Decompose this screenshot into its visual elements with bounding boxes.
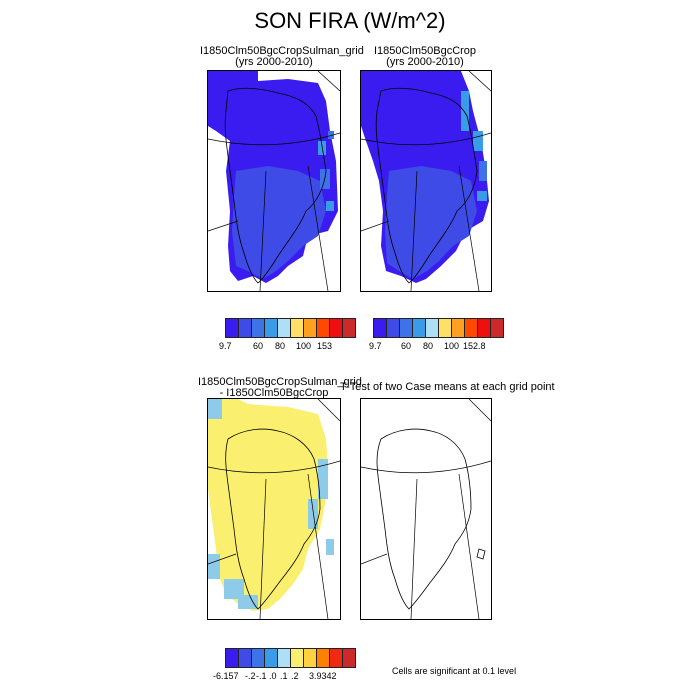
map-panel-1 — [207, 70, 341, 292]
coastline — [225, 428, 321, 610]
panel-4-title: T-Test of two Case means at each grid po… — [340, 381, 555, 393]
cb2-swatch-1 — [386, 318, 400, 338]
cb2-swatch-2 — [399, 318, 413, 338]
cb1-label-3: 100 — [296, 341, 312, 351]
cb1-swatch-1 — [238, 318, 252, 338]
cb1-swatch-8 — [329, 318, 343, 338]
coastline — [224, 87, 327, 284]
cb2-label-0: 9.7 — [369, 341, 382, 351]
panel-2-title-line1: I1850Clm50BgcCrop — [373, 45, 477, 57]
cb3-swatch-6 — [303, 648, 317, 668]
cb1-swatch-7 — [316, 318, 330, 338]
field-fill — [361, 71, 489, 283]
cb2-swatch-0 — [373, 318, 387, 338]
map-panel-2 — [360, 70, 492, 292]
cb3-swatch-3 — [264, 648, 278, 668]
field-fill — [208, 399, 334, 611]
significance-note: Cells are significant at 0.1 level — [392, 666, 517, 676]
cb3-label-6: 3.9342 — [309, 671, 337, 681]
cb3-label-1: -.2 — [245, 671, 256, 681]
cb3-label-5: .2 — [291, 671, 299, 681]
cb1-swatch-6 — [303, 318, 317, 338]
graticule — [208, 399, 340, 619]
cb1-swatch-9 — [342, 318, 356, 338]
cb3-label-4: .1 — [280, 671, 288, 681]
cb1-label-0: 9.7 — [219, 341, 232, 351]
cb1-swatch-0 — [225, 318, 239, 338]
field-fill — [208, 71, 338, 283]
cb1-label-2: 80 — [275, 341, 286, 351]
graticule — [208, 71, 340, 291]
panel-3-title: I1850Clm50BgcCropSulman_grid - I1850Clm5… — [198, 376, 362, 399]
cb1-label-1: 60 — [253, 341, 264, 351]
cb2-label-1: 60 — [401, 341, 412, 351]
cb3-swatch-9 — [342, 648, 356, 668]
cb3-swatch-8 — [329, 648, 343, 668]
map-panel-4 — [360, 398, 492, 620]
panel-1-title-line1: I1850Clm50BgcCropSulman_grid — [200, 45, 364, 57]
cb1-swatch-4 — [277, 318, 291, 338]
cb2-swatch-8 — [477, 318, 491, 338]
cb2-label-4: 152.8 — [463, 341, 486, 351]
cb2-swatch-3 — [412, 318, 426, 338]
map-panel-3-svg — [208, 399, 340, 619]
coastline — [375, 87, 478, 284]
cb1-label-4: 153 — [317, 341, 333, 351]
cb3-label-0: -6.157 — [213, 671, 239, 681]
cb2-swatch-9 — [490, 318, 504, 338]
cb1-swatch-3 — [264, 318, 278, 338]
cb3-swatch-1 — [238, 648, 252, 668]
cb3-swatch-5 — [290, 648, 304, 668]
map-panel-3 — [207, 398, 341, 620]
panel-1-title-line2: (yrs 2000-2010) — [235, 56, 313, 68]
panel-3-title-line1: I1850Clm50BgcCropSulman_grid — [198, 376, 362, 388]
figure-title: SON FIRA (W/m^2) — [254, 8, 446, 33]
panel-1-title: I1850Clm50BgcCropSulman_grid (yrs 2000-2… — [200, 45, 364, 68]
colorbar-3 — [225, 648, 356, 668]
map-panel-2-svg — [361, 71, 491, 291]
cb2-label-2: 80 — [423, 341, 434, 351]
cb2-label-3: 100 — [444, 341, 460, 351]
cb3-swatch-7 — [316, 648, 330, 668]
panel-2-title: I1850Clm50BgcCrop (yrs 2000-2010) — [360, 46, 490, 68]
graticule — [361, 399, 491, 619]
colorbar-2-labels: 9.7 60 80 100 152.8 — [369, 341, 486, 353]
coastline — [376, 428, 486, 610]
colorbar-2 — [373, 318, 504, 338]
cb2-swatch-7 — [464, 318, 478, 338]
cb2-swatch-5 — [438, 318, 452, 338]
cb3-label-3: .0 — [269, 671, 277, 681]
cb1-swatch-2 — [251, 318, 265, 338]
cb3-swatch-0 — [225, 648, 239, 668]
cb1-swatch-5 — [290, 318, 304, 338]
panel-2-title-line2: (yrs 2000-2010) — [386, 56, 464, 68]
colorbar-1 — [225, 318, 356, 338]
map-panel-4-svg — [361, 399, 491, 619]
colorbar-1-labels: 9.7 60 80 100 153 — [219, 341, 333, 353]
colorbar-3-labels: -6.157 -.2 -.1 .0 .1 .2 3.9342 — [213, 671, 337, 683]
cb3-label-2: -.1 — [256, 671, 267, 681]
cb3-swatch-2 — [251, 648, 265, 668]
cb3-swatch-4 — [277, 648, 291, 668]
panel-3-title-line2: - I1850Clm50BgcCrop — [219, 387, 329, 399]
cb2-swatch-6 — [451, 318, 465, 338]
map-panel-1-svg — [208, 71, 340, 291]
cb2-swatch-4 — [425, 318, 439, 338]
graticule — [361, 71, 491, 291]
